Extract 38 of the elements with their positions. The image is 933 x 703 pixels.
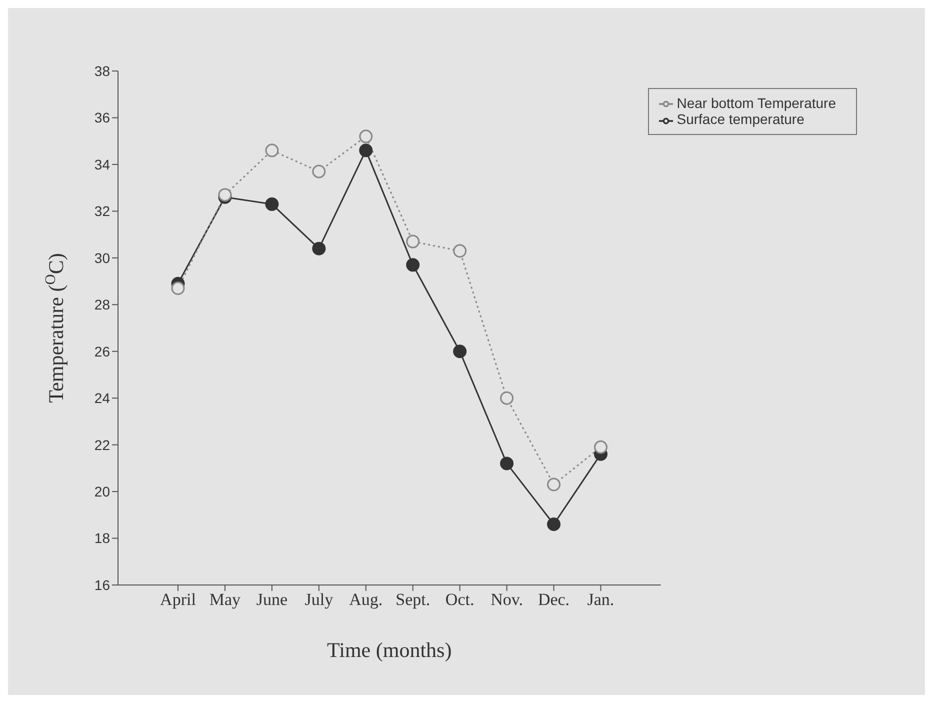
point xyxy=(547,478,561,492)
x-tick-label: Nov. xyxy=(490,590,524,610)
x-tick-label: Oct. xyxy=(445,590,474,610)
point xyxy=(359,144,373,158)
x-axis-title: Time (months) xyxy=(327,638,452,662)
point xyxy=(265,197,279,211)
point xyxy=(265,144,279,158)
x-tick-label: April xyxy=(160,590,196,610)
legend-label: Surface temperature xyxy=(676,111,804,128)
x-tick-label: May xyxy=(209,590,242,610)
y-tick-label: 28 xyxy=(94,296,110,313)
point xyxy=(594,440,608,454)
x-tick-label: Dec. xyxy=(538,590,570,610)
y-tick-label: 20 xyxy=(94,484,110,500)
point xyxy=(547,518,561,532)
point xyxy=(453,344,467,358)
point xyxy=(500,456,514,470)
y-tick-label: 16 xyxy=(94,576,110,593)
point xyxy=(171,282,185,296)
y-tick-label: 36 xyxy=(94,110,110,126)
y-tick-label: 26 xyxy=(94,343,110,360)
y-tick-label: 18 xyxy=(94,530,110,546)
y-tick-label: 22 xyxy=(94,436,110,453)
y-tick-label: 38 xyxy=(94,62,110,79)
point xyxy=(406,234,420,248)
x-tick-label: July xyxy=(304,590,334,610)
legend-label: Near bottom Temperature xyxy=(676,95,836,111)
x-tick-label: June xyxy=(256,590,288,610)
y-tick-label: 30 xyxy=(94,250,110,266)
y-tick-label: 32 xyxy=(94,203,110,220)
y-tick-label: 34 xyxy=(94,156,110,172)
y-tick-label: 24 xyxy=(94,390,110,406)
point xyxy=(406,258,420,272)
x-tick-label: Jan. xyxy=(587,590,614,610)
x-tick-label: Sept. xyxy=(396,590,430,610)
x-tick-label: Aug. xyxy=(349,590,383,610)
point xyxy=(359,130,373,144)
point xyxy=(312,242,326,256)
